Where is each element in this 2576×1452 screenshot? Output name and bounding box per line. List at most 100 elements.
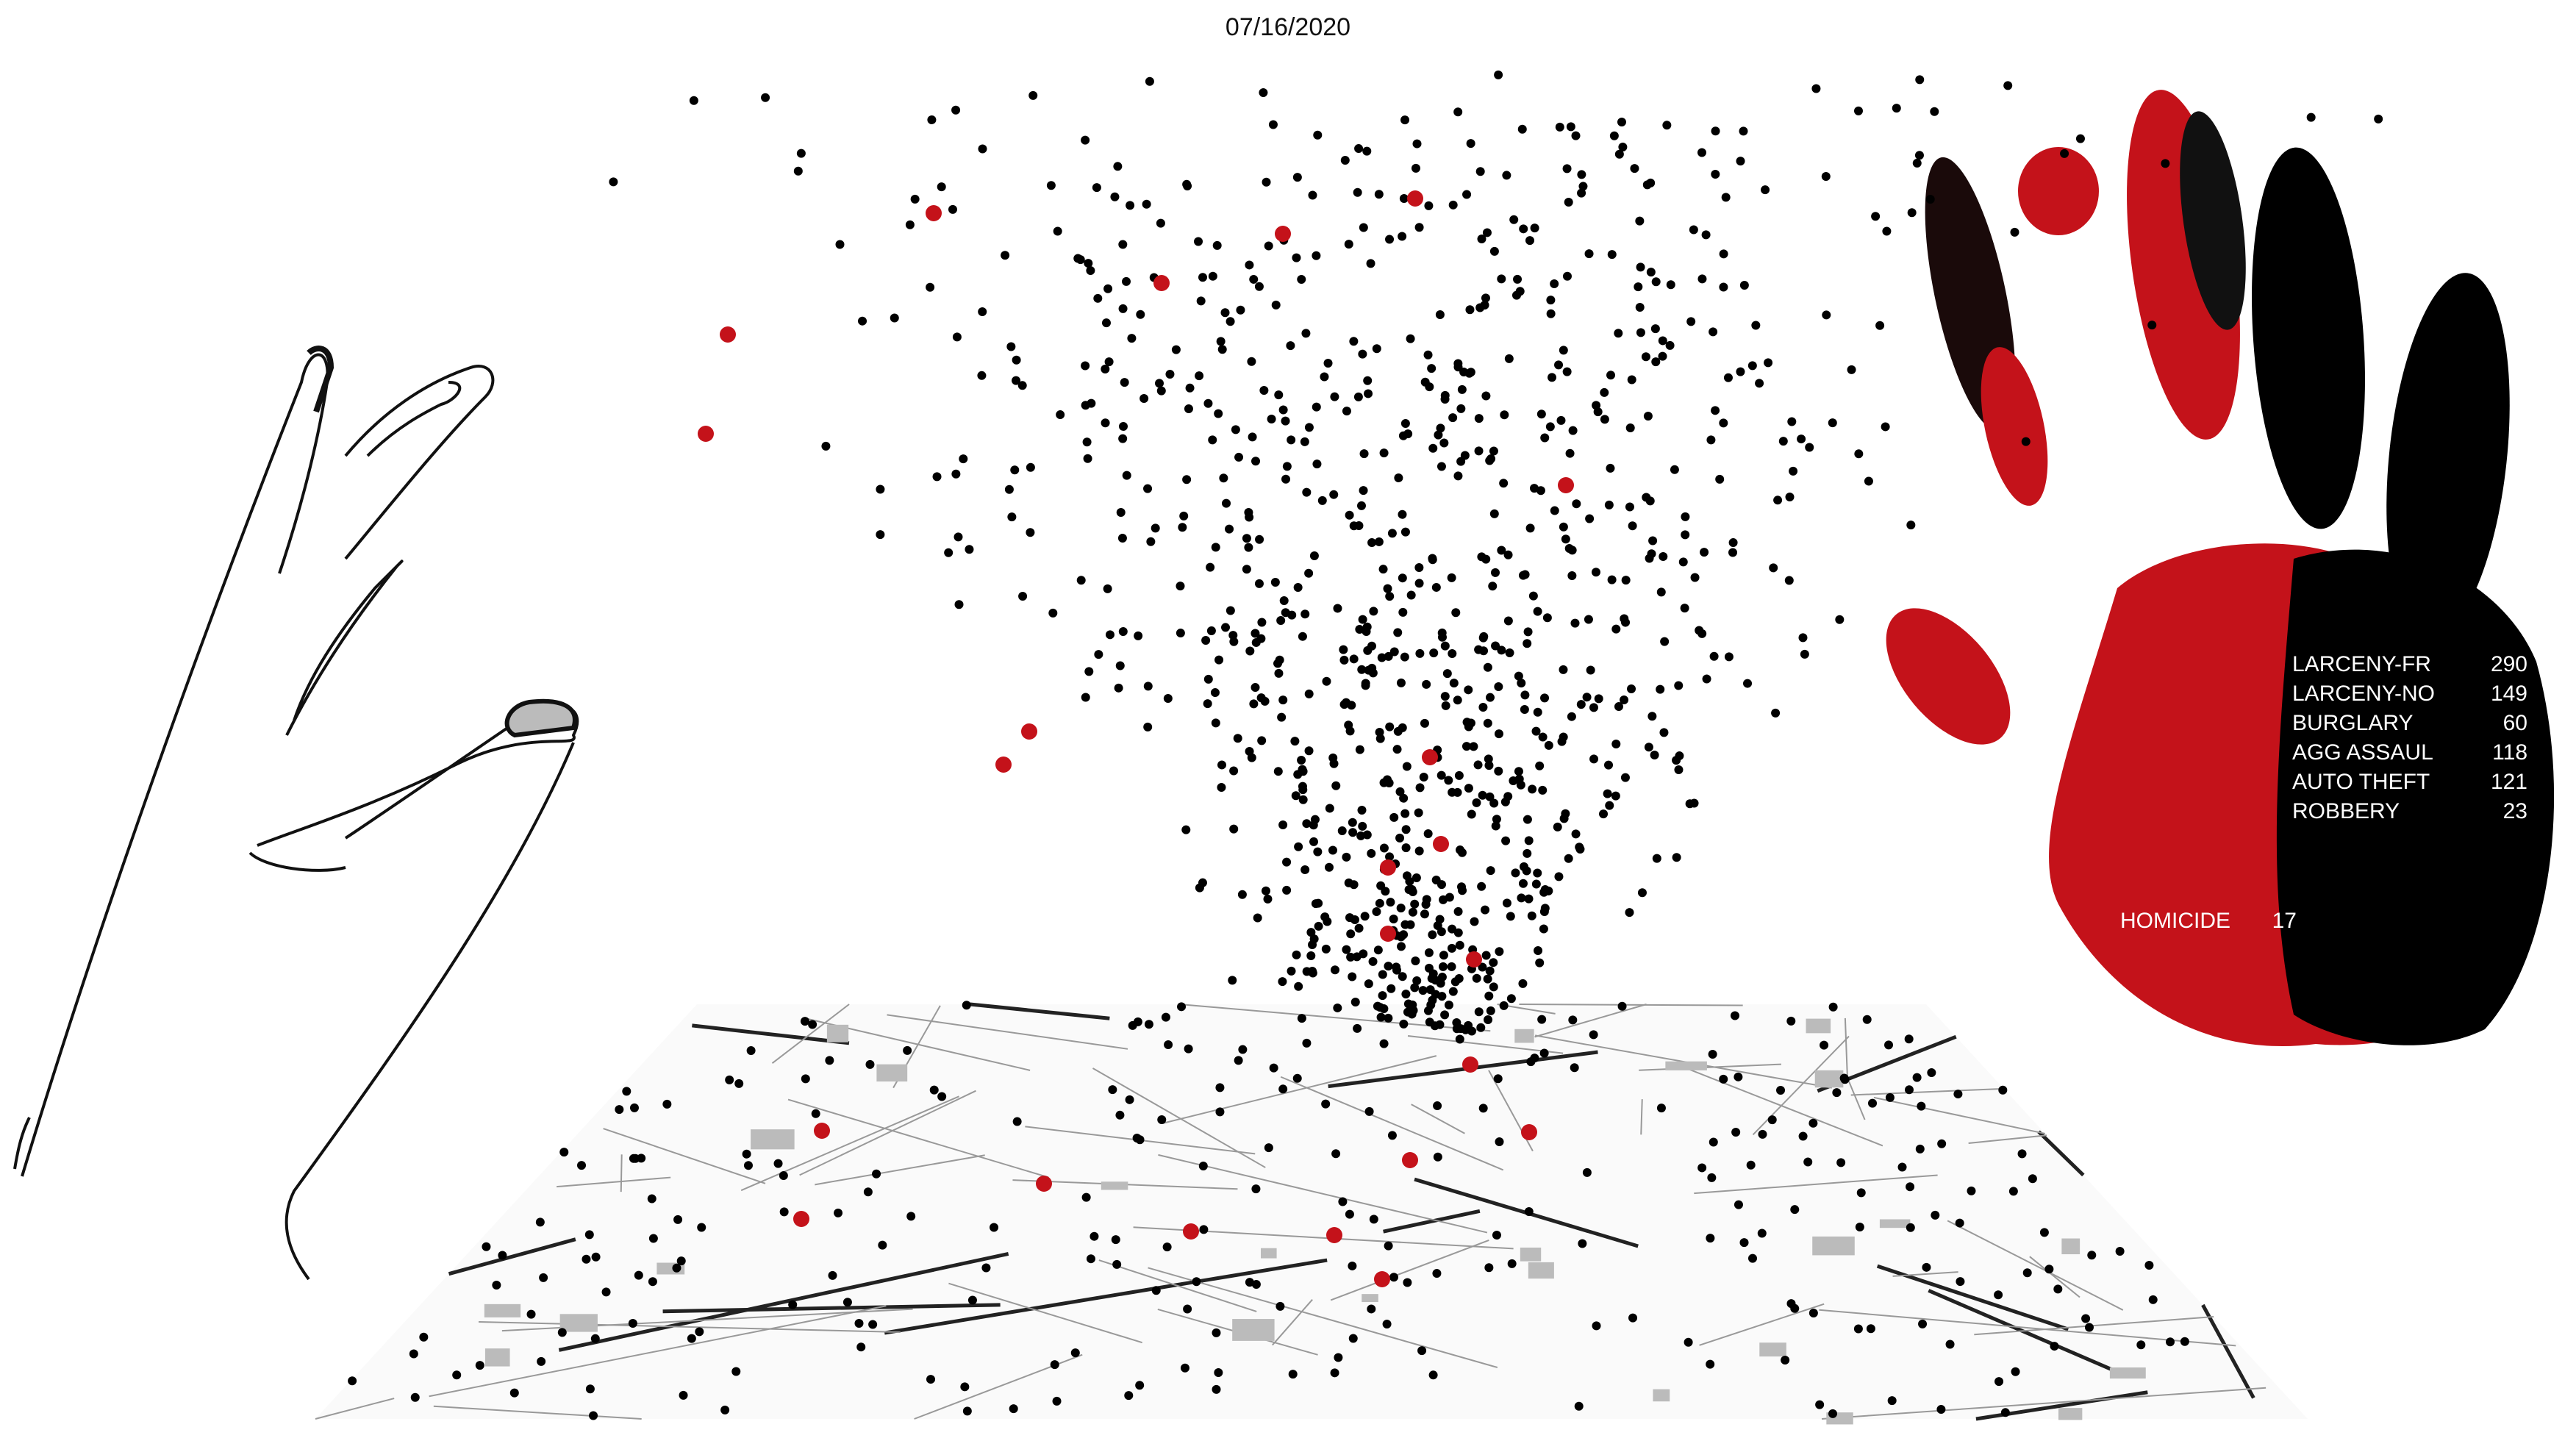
- crime-point: [1936, 1405, 1946, 1415]
- crime-point: [2000, 1408, 2010, 1417]
- crime-point: [1401, 843, 1411, 853]
- crime-point: [1708, 1049, 1717, 1059]
- crime-point: [1453, 362, 1463, 372]
- crime-point: [1743, 679, 1753, 688]
- crime-point: [1412, 139, 1422, 149]
- crime-point: [1853, 1324, 1863, 1334]
- crime-point: [1244, 507, 1253, 517]
- legend-count: 290: [2490, 652, 2527, 676]
- crime-point: [1535, 761, 1545, 770]
- violent-crime-point: [1275, 226, 1291, 242]
- crime-point: [1165, 370, 1175, 379]
- crime-point: [1847, 365, 1856, 374]
- crime-point: [1739, 1238, 1749, 1248]
- crime-point: [689, 96, 698, 105]
- crime-point: [1313, 847, 1323, 856]
- crime-point: [734, 1079, 744, 1088]
- crime-point: [1437, 632, 1447, 642]
- crime-point: [1711, 169, 1720, 179]
- crime-point: [960, 1382, 970, 1392]
- crime-point: [1414, 808, 1423, 818]
- map-road: [1272, 1298, 1313, 1346]
- crime-point: [1646, 268, 1656, 277]
- crime-point: [1433, 1152, 1442, 1162]
- violent-crime-point: [995, 757, 1012, 773]
- crime-point: [1566, 122, 1575, 132]
- crime-point: [582, 1254, 591, 1264]
- crime-point: [1614, 329, 1623, 338]
- crime-point: [2011, 1367, 2020, 1376]
- crime-point: [1821, 172, 1831, 182]
- crime-point: [1274, 390, 1284, 400]
- map-road: [433, 1405, 642, 1420]
- crime-point: [1636, 328, 1645, 337]
- crime-point: [1128, 1020, 1137, 1030]
- crime-point: [1523, 815, 1532, 824]
- crime-point: [1082, 437, 1092, 447]
- crime-point: [1555, 122, 1564, 132]
- crime-point: [1628, 1313, 1638, 1323]
- crime-point: [577, 1161, 587, 1170]
- crime-point: [1518, 571, 1528, 580]
- crime-point: [1470, 917, 1479, 926]
- crime-point: [1711, 406, 1720, 415]
- crime-point: [1163, 694, 1173, 704]
- crime-point: [1384, 1241, 1393, 1251]
- map-road: [1947, 1220, 2124, 1311]
- crime-point: [990, 1223, 999, 1232]
- crime-point: [1906, 1223, 1915, 1232]
- crime-point: [1554, 872, 1564, 881]
- map-park: [826, 1024, 849, 1042]
- crime-point: [1403, 1278, 1412, 1287]
- crime-point: [1348, 972, 1357, 981]
- crime-point: [1195, 371, 1204, 381]
- crime-point: [1115, 1110, 1125, 1120]
- crime-point: [1773, 496, 1783, 505]
- crime-point: [1530, 223, 1539, 233]
- crime-point: [1724, 652, 1734, 662]
- map-road: [1821, 1387, 2266, 1420]
- legend-row: LARCENY-FR 290: [2292, 650, 2527, 679]
- crime-point: [1815, 1400, 1825, 1409]
- crime-point: [1467, 1026, 1476, 1036]
- crime-point: [1415, 783, 1425, 793]
- legend-row: BURGLARY 60: [2292, 709, 2527, 738]
- crime-point: [1544, 886, 1553, 895]
- crime-point: [1231, 425, 1240, 434]
- crime-point: [1338, 1197, 1348, 1206]
- crime-point: [1212, 1384, 1221, 1394]
- crime-point: [1261, 886, 1270, 895]
- legend-label: LARCENY-FR: [2292, 652, 2431, 676]
- crime-point: [1387, 529, 1397, 538]
- crime-point: [1282, 462, 1292, 471]
- crime-point: [1561, 534, 1570, 544]
- crime-point: [1681, 512, 1690, 521]
- map-road: [1892, 1271, 1958, 1277]
- crime-point: [559, 1148, 569, 1157]
- crime-point: [1736, 367, 1745, 376]
- crime-point: [1494, 682, 1503, 691]
- crime-point: [1554, 360, 1564, 370]
- crime-point: [1304, 423, 1314, 432]
- map-road: [2037, 1130, 2085, 1177]
- crime-point: [1321, 944, 1331, 954]
- crime-point: [890, 313, 899, 323]
- crime-point: [1379, 1039, 1389, 1048]
- crime-point: [1748, 1253, 1758, 1263]
- crime-point: [2010, 227, 2019, 237]
- crime-point: [1143, 682, 1153, 691]
- crime-point: [1648, 536, 1658, 546]
- crime-point: [1546, 309, 1556, 318]
- crime-point: [1134, 631, 1143, 640]
- crime-point: [1294, 842, 1303, 851]
- crime-point: [1414, 579, 1424, 588]
- crime-point: [1298, 765, 1307, 774]
- crime-point: [1353, 187, 1362, 197]
- crime-point: [1274, 668, 1284, 678]
- homicide-label: HOMICIDE: [2120, 909, 2230, 933]
- crime-point: [1262, 177, 1271, 187]
- crime-point: [1464, 368, 1474, 378]
- crime-point: [1397, 942, 1406, 951]
- crime-point: [1672, 756, 1681, 765]
- crime-point: [1417, 1346, 1427, 1356]
